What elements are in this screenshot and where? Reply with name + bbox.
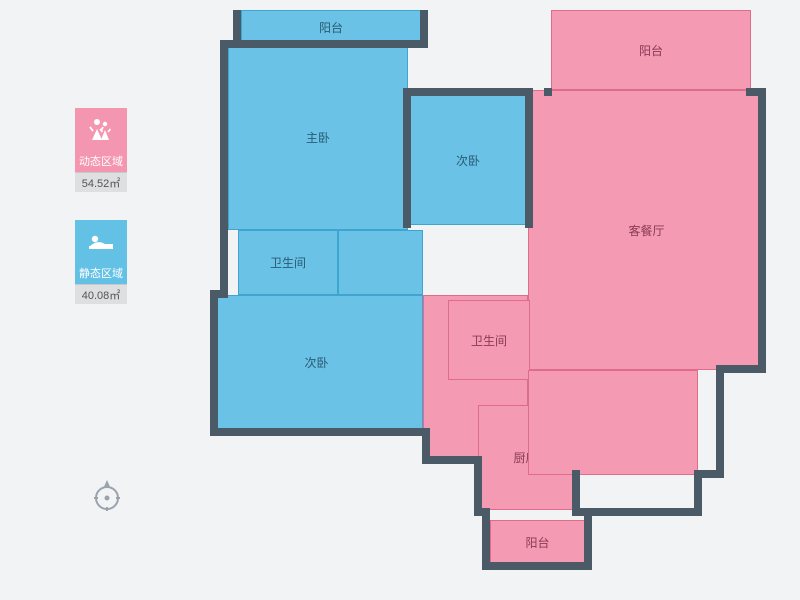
room-balcony-top-right: 阳台	[551, 10, 751, 90]
room-hallway-static	[338, 230, 423, 295]
wall-segment	[422, 456, 482, 464]
wall-segment	[584, 516, 592, 566]
wall-segment	[474, 456, 482, 516]
people-icon	[88, 117, 114, 141]
wall-segment	[210, 428, 430, 436]
legend-static-value: 40.08㎡	[75, 284, 127, 304]
dynamic-zone-icon	[75, 108, 127, 150]
wall-segment	[525, 88, 533, 228]
wall-segment	[220, 40, 428, 48]
legend-dynamic: 动态区域 54.52㎡	[75, 108, 135, 192]
wall-segment	[474, 508, 490, 516]
legend-dynamic-label: 动态区域	[75, 150, 127, 172]
room-living-dining: 客餐厅	[528, 90, 765, 370]
wall-segment	[716, 365, 724, 477]
compass-icon	[90, 478, 124, 512]
room-second-bedroom-1: 次卧	[408, 95, 528, 225]
room-bathroom-1: 卫生间	[238, 230, 338, 295]
wall-segment	[482, 562, 592, 570]
legend-static-label: 静态区域	[75, 262, 127, 284]
wall-segment	[572, 508, 702, 516]
wall-segment	[746, 88, 766, 96]
legend-dynamic-value: 54.52㎡	[75, 172, 127, 192]
wall-segment	[210, 290, 218, 435]
wall-segment	[220, 40, 228, 295]
wall-segment	[572, 470, 580, 515]
wall-segment	[482, 516, 490, 566]
room-bathroom-2: 卫生间	[448, 300, 530, 380]
room-hallway-dynamic	[528, 370, 698, 475]
legend-static: 静态区域 40.08㎡	[75, 220, 135, 304]
wall-segment	[544, 88, 552, 96]
static-zone-icon	[75, 220, 127, 262]
floor-plan: 阳台阳台主卧次卧卫生间次卧客餐厅卫生间厨房阳台	[210, 10, 765, 570]
room-master-bedroom: 主卧	[228, 45, 408, 230]
room-second-bedroom-2: 次卧	[210, 295, 423, 430]
legend: 动态区域 54.52㎡ 静态区域 40.08㎡	[75, 108, 135, 332]
sleep-icon	[87, 231, 115, 251]
wall-segment	[403, 88, 411, 228]
wall-segment	[758, 88, 766, 372]
room-balcony-bottom: 阳台	[490, 520, 585, 565]
wall-segment	[403, 88, 533, 96]
